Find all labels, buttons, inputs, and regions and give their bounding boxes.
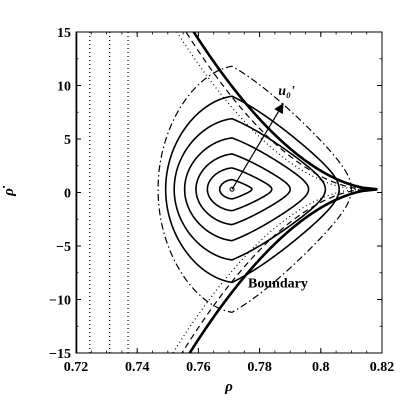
- boundary-curve-3: [188, 32, 378, 353]
- x-tick-label-0: 0.72: [64, 360, 89, 375]
- orbit-7: [157, 65, 352, 313]
- x-tick-label-3: 0.78: [247, 360, 272, 375]
- x-tick-label-4: 0.8: [312, 360, 330, 375]
- y-axis-label: ρ̇: [1, 185, 17, 197]
- y-tick-label-0: −15: [49, 347, 71, 362]
- y-tick-label-5: 10: [57, 80, 71, 95]
- y-tick-label-4: 5: [64, 133, 71, 148]
- y-tick-label-6: 15: [57, 26, 71, 41]
- center-point: [229, 186, 235, 192]
- orbit-4: [183, 137, 310, 242]
- x-tick-label-2: 0.76: [186, 360, 211, 375]
- y-tick-label-1: −10: [49, 294, 71, 309]
- x-tick-label-5: 0.82: [370, 360, 395, 375]
- orbit-3: [195, 153, 291, 226]
- orbit-6: [164, 95, 340, 284]
- u0-annotation: u₀': [278, 84, 295, 99]
- x-axis-label: ρ: [224, 379, 233, 395]
- boundary-annotation: Boundary: [248, 277, 308, 292]
- boundary-curve-1: [172, 32, 360, 353]
- y-tick-label-2: −5: [56, 240, 71, 255]
- u0-arrow: [231, 103, 284, 190]
- y-tick-label-3: 0: [64, 187, 71, 202]
- orbit-2: [206, 167, 273, 212]
- orbit-1: [218, 178, 253, 200]
- orbit-5: [173, 117, 327, 261]
- plot-area: [76, 32, 378, 353]
- axis-ticks: 0.72 0.74 0.76 0.78 0.8 0.82 −15 −10 −5 0 5 10 15: [49, 26, 394, 375]
- x-tick-label-1: 0.74: [125, 360, 150, 375]
- boundary-curve-2: [181, 32, 367, 353]
